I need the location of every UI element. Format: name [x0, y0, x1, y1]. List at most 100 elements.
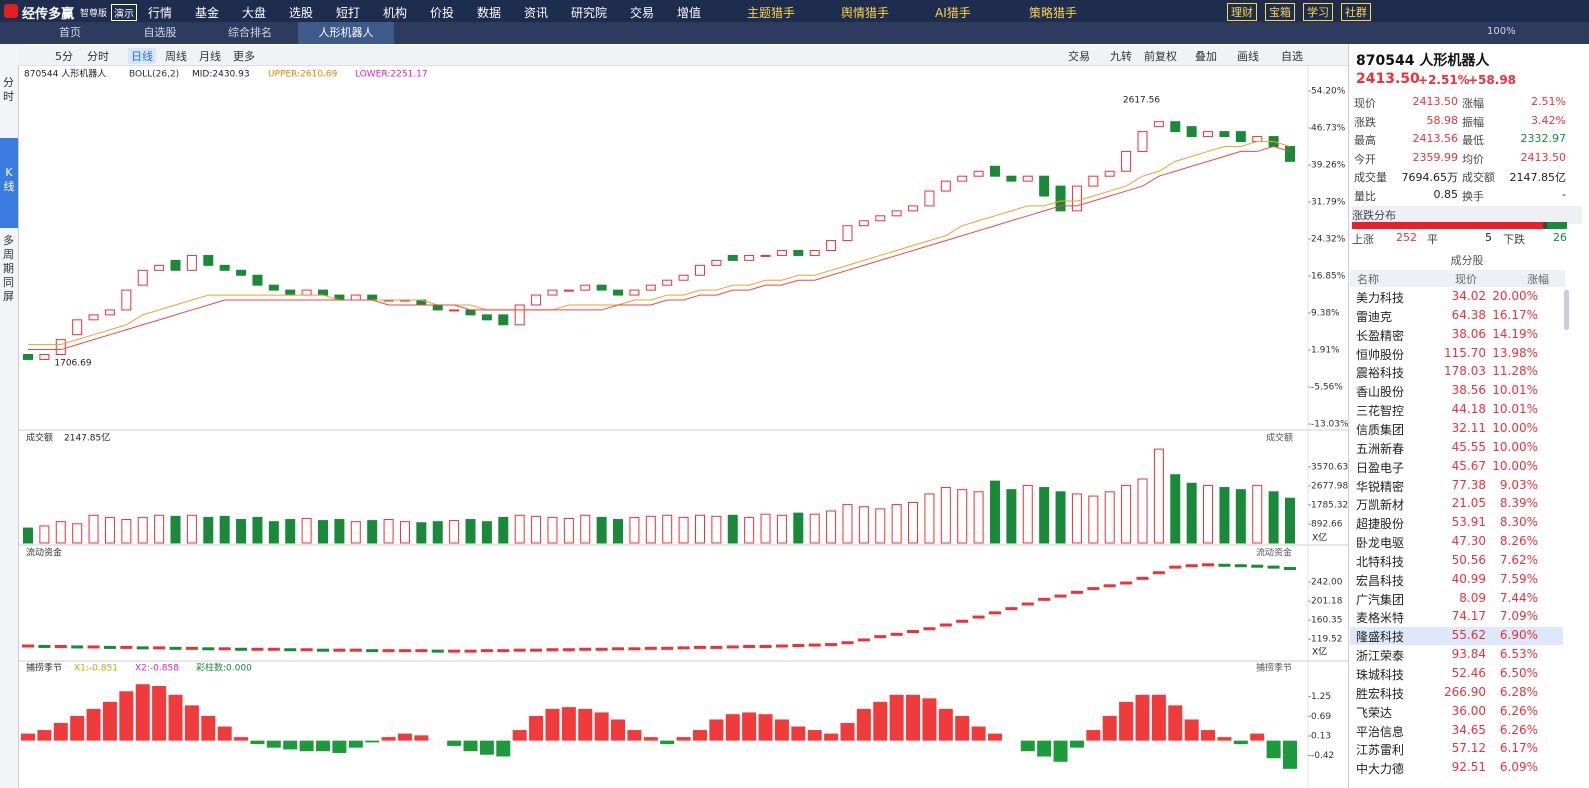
tab[interactable]: 首页: [59, 26, 81, 39]
flow-dash: [153, 646, 166, 650]
menu-item[interactable]: AI猎手: [935, 6, 971, 20]
tab[interactable]: 人形机器人: [298, 22, 394, 44]
stock-name[interactable]: 隆盛科技: [1356, 630, 1405, 645]
period-button[interactable]: 日线: [128, 48, 156, 64]
tool-button[interactable]: 画线: [1237, 50, 1259, 63]
period-button[interactable]: 月线: [199, 50, 221, 63]
stock-name[interactable]: 万凯新材: [1356, 498, 1405, 513]
flow-dash: [546, 648, 559, 652]
side-item[interactable]: 分时: [3, 76, 14, 103]
stock-name[interactable]: 江苏雷利: [1356, 743, 1405, 758]
candle: [367, 294, 378, 301]
flow-dash: [841, 641, 854, 645]
quote-label: 换手: [1462, 189, 1484, 203]
season-bar: [709, 719, 724, 741]
stock-pct: 10.01%: [1492, 402, 1538, 417]
period-button[interactable]: 周线: [165, 50, 187, 63]
stock-name[interactable]: 卧龙电驱: [1356, 536, 1405, 551]
period-button[interactable]: 更多: [233, 50, 255, 63]
menu-item[interactable]: 价投: [430, 6, 455, 20]
stock-price: 92.51: [1451, 760, 1486, 775]
tool-button[interactable]: 叠加: [1195, 50, 1217, 63]
menu-item[interactable]: 资讯: [524, 6, 549, 20]
candle: [563, 289, 574, 292]
top-button[interactable]: 社群: [1341, 3, 1371, 21]
menu-item[interactable]: 研究院: [571, 6, 608, 20]
volume-bar: [1121, 484, 1132, 544]
low-label: 1706.69: [54, 359, 91, 369]
stock-price: 57.12: [1451, 741, 1486, 756]
flow-dash: [1054, 594, 1067, 598]
candle: [252, 274, 263, 286]
tab[interactable]: 自选股: [143, 26, 177, 39]
tool-button[interactable]: 自选: [1281, 50, 1303, 63]
panel-title: 流动资金: [26, 547, 62, 559]
stock-price: 32.11: [1451, 420, 1486, 435]
season-bar: [1119, 701, 1134, 741]
menu-item[interactable]: 增值: [677, 6, 702, 20]
menu-item[interactable]: 舆情猎手: [841, 6, 890, 20]
stock-name[interactable]: 中大力德: [1356, 762, 1405, 777]
stock-pct: 6.09%: [1499, 760, 1538, 775]
stock-name[interactable]: 三花智控: [1356, 404, 1405, 419]
volume-bar: [432, 521, 443, 544]
stock-name[interactable]: 平治信息: [1356, 724, 1405, 739]
tool-button[interactable]: 前复权: [1144, 50, 1177, 63]
stock-price: 36.00: [1451, 703, 1486, 718]
stock-name[interactable]: 飞荣达: [1356, 705, 1393, 720]
y-tick-label: 3570.63: [1311, 462, 1348, 472]
y-tick-label: 39.26%: [1311, 161, 1346, 171]
volume-bar: [1039, 487, 1050, 544]
stock-name[interactable]: 宏昌科技: [1356, 573, 1405, 588]
top-button[interactable]: 宝箱: [1265, 3, 1295, 21]
season-bar: [906, 694, 921, 741]
y-tick-label: -0.42: [1311, 751, 1334, 761]
period-button[interactable]: 分时: [87, 50, 109, 63]
stock-name[interactable]: 浙江荣泰: [1356, 649, 1405, 664]
menu-item[interactable]: 交易: [630, 6, 655, 20]
menu-item[interactable]: 行情: [148, 6, 173, 20]
stock-name[interactable]: 胜宏科技: [1356, 686, 1405, 701]
menu-item[interactable]: 数据: [477, 6, 502, 20]
top-button[interactable]: 理财: [1227, 3, 1257, 21]
stock-name[interactable]: 信质集团: [1356, 422, 1405, 437]
menu-item[interactable]: 短打: [336, 6, 361, 20]
top-button[interactable]: 学习: [1303, 3, 1333, 21]
demo[interactable]: 演示: [111, 4, 137, 21]
season-bar: [135, 684, 150, 741]
volume-bar: [1219, 487, 1230, 544]
menu-item[interactable]: 主题猎手: [747, 6, 796, 20]
stock-name[interactable]: 恒帅股份: [1356, 347, 1405, 362]
stock-name[interactable]: 麦格米特: [1356, 611, 1405, 626]
tab[interactable]: 综合排名: [228, 26, 272, 39]
stock-name[interactable]: 日盈电子: [1356, 460, 1405, 475]
stock-name[interactable]: 华锐精密: [1356, 479, 1405, 494]
period-button[interactable]: 5分: [55, 50, 73, 63]
stock-name[interactable]: 北特科技: [1356, 554, 1405, 569]
stock-pct: 8.39%: [1499, 496, 1538, 511]
stock-name[interactable]: 香山股份: [1356, 385, 1405, 400]
stock-name[interactable]: 广汽集团: [1356, 592, 1405, 607]
stock-name[interactable]: 长盈精密: [1356, 328, 1405, 343]
stock-name[interactable]: 珠城科技: [1356, 668, 1405, 682]
menu-item[interactable]: 策略猎手: [1029, 6, 1078, 20]
stock-name[interactable]: 震裕科技: [1356, 366, 1405, 381]
menu-item[interactable]: 大盘: [242, 6, 267, 20]
menu-item[interactable]: 选股: [289, 6, 314, 20]
stock-price: 53.91: [1451, 515, 1486, 530]
panel-title-right: 流动资金: [1256, 547, 1292, 559]
tool-button[interactable]: 交易: [1068, 50, 1090, 63]
stock-name[interactable]: 五洲新春: [1356, 441, 1405, 456]
menu-item[interactable]: 基金: [195, 6, 220, 20]
menu-item[interactable]: 机构: [383, 6, 408, 20]
tool-button[interactable]: 九转: [1110, 50, 1132, 63]
candle: [1121, 150, 1132, 172]
side-item[interactable]: 多周期同屏: [3, 234, 14, 303]
stock-name[interactable]: 雷迪克: [1356, 309, 1393, 324]
stock-name[interactable]: 美力科技: [1356, 291, 1405, 305]
stock-name[interactable]: 超捷股份: [1356, 517, 1405, 532]
candle: [1235, 131, 1246, 143]
side-item-active[interactable]: K线: [0, 138, 18, 228]
season-bar: [119, 691, 134, 741]
season-bar: [791, 726, 806, 741]
